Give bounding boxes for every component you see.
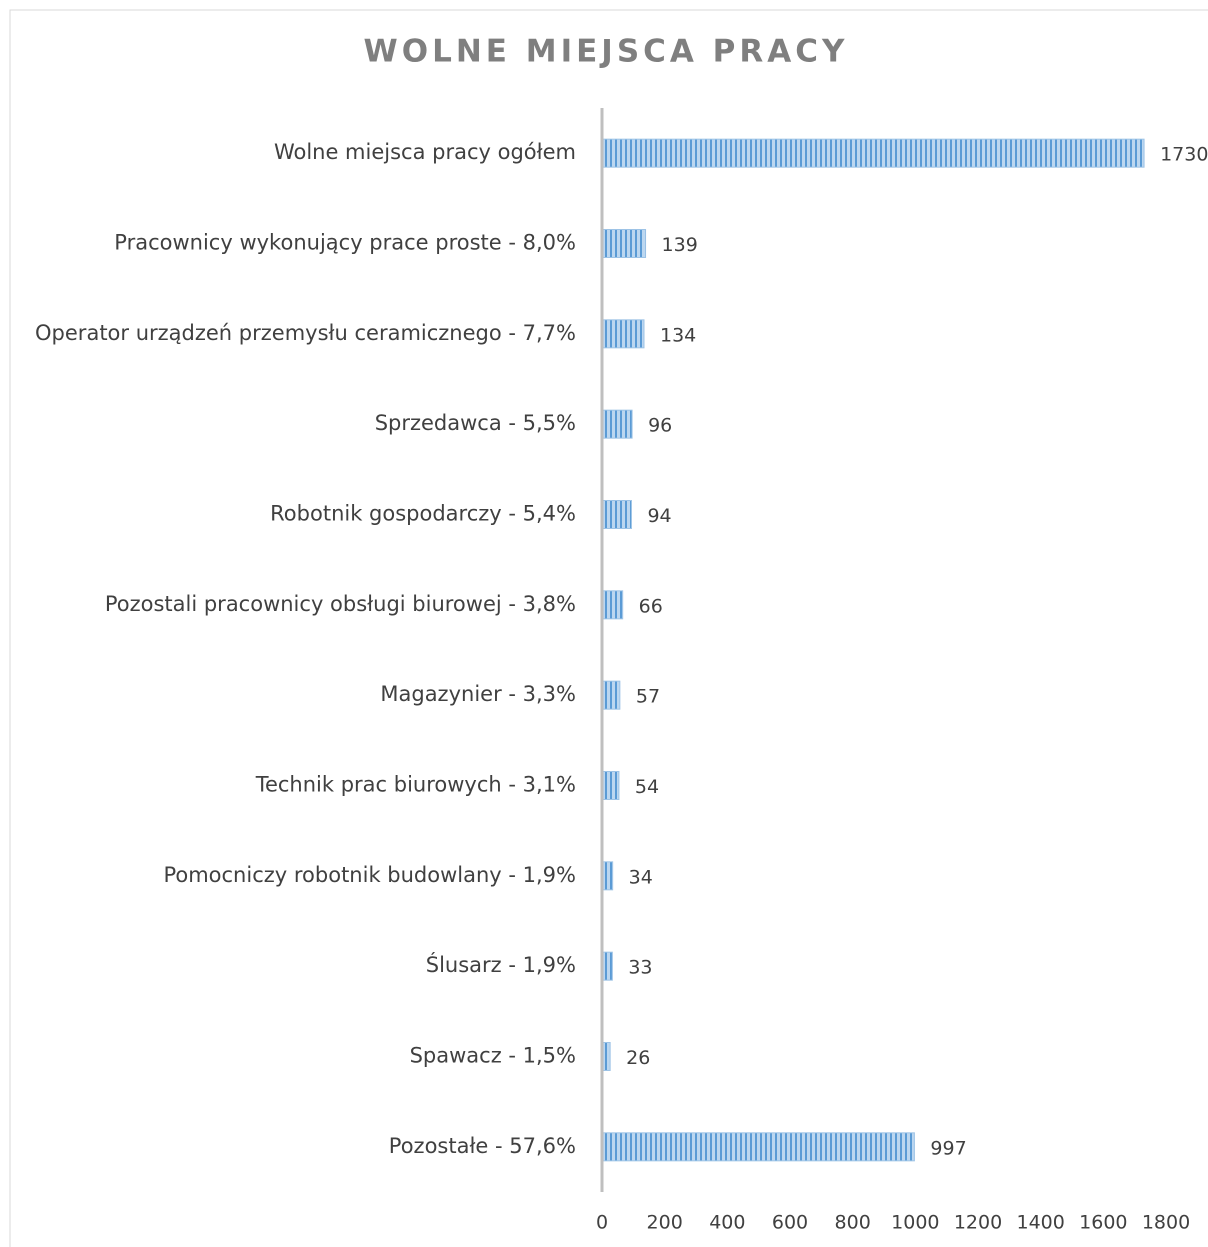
- y-tick-label: Spawacz - 1,5%: [410, 1044, 576, 1068]
- bar: [601, 138, 1145, 168]
- x-tick-label: 1800: [1142, 1212, 1190, 1234]
- data-label: 997: [930, 1137, 966, 1159]
- bar: [601, 951, 613, 981]
- data-label: 54: [635, 776, 659, 798]
- bar: [601, 1132, 915, 1162]
- data-label: 94: [647, 505, 671, 527]
- x-tick-label: 1600: [1079, 1212, 1127, 1234]
- bar: [601, 590, 624, 620]
- x-tick-label: 400: [709, 1212, 745, 1234]
- x-tick-label: 1000: [891, 1212, 939, 1234]
- x-tick-label: 1200: [954, 1212, 1002, 1234]
- y-tick-label: Robotnik gospodarczy - 5,4%: [270, 502, 576, 526]
- bar: [601, 229, 647, 258]
- data-label: 66: [639, 595, 663, 617]
- y-tick-label: Magazynier - 3,3%: [380, 682, 576, 706]
- data-label: 139: [662, 234, 698, 256]
- y-tick-label: Pomocniczy robotnik budowlany - 1,9%: [163, 863, 576, 887]
- y-tick-label: Ślusarz - 1,9%: [426, 952, 576, 977]
- x-tick-label: 0: [596, 1212, 608, 1234]
- bar: [601, 500, 632, 529]
- y-tick-label: Wolne miejsca pracy ogółem: [274, 140, 576, 164]
- bar: [601, 861, 614, 891]
- y-tick-label: Pozostali pracownicy obsługi biurowej - …: [105, 592, 576, 616]
- bar: [601, 319, 645, 349]
- chart-title: WOLNE MIEJSCA PRACY: [364, 34, 849, 70]
- data-label: 33: [628, 957, 652, 979]
- bar: [601, 771, 620, 800]
- x-tick-label: 800: [835, 1212, 871, 1234]
- y-tick-label: Technik prac biurowych - 3,1%: [255, 773, 576, 797]
- y-tick-label: Operator urządzeń przemysłu ceramicznego…: [35, 321, 576, 345]
- bar: [601, 409, 633, 439]
- data-label: 34: [629, 866, 653, 888]
- x-tick-label: 600: [772, 1212, 808, 1234]
- y-tick-label: Sprzedawca - 5,5%: [375, 411, 576, 435]
- y-tick-label: Pozostałe - 57,6%: [389, 1134, 576, 1158]
- data-label: 1730: [1160, 144, 1208, 166]
- y-tick-label: Pracownicy wykonujący prace proste - 8,0…: [114, 231, 576, 255]
- bar: [601, 680, 621, 710]
- x-tick-label: 1400: [1016, 1212, 1064, 1234]
- data-label: 134: [660, 324, 696, 346]
- data-label: 57: [636, 686, 660, 708]
- chart-frame: [9, 9, 1208, 1247]
- x-tick-label: 200: [647, 1212, 683, 1234]
- data-label: 26: [626, 1047, 650, 1069]
- data-label: 96: [648, 415, 672, 437]
